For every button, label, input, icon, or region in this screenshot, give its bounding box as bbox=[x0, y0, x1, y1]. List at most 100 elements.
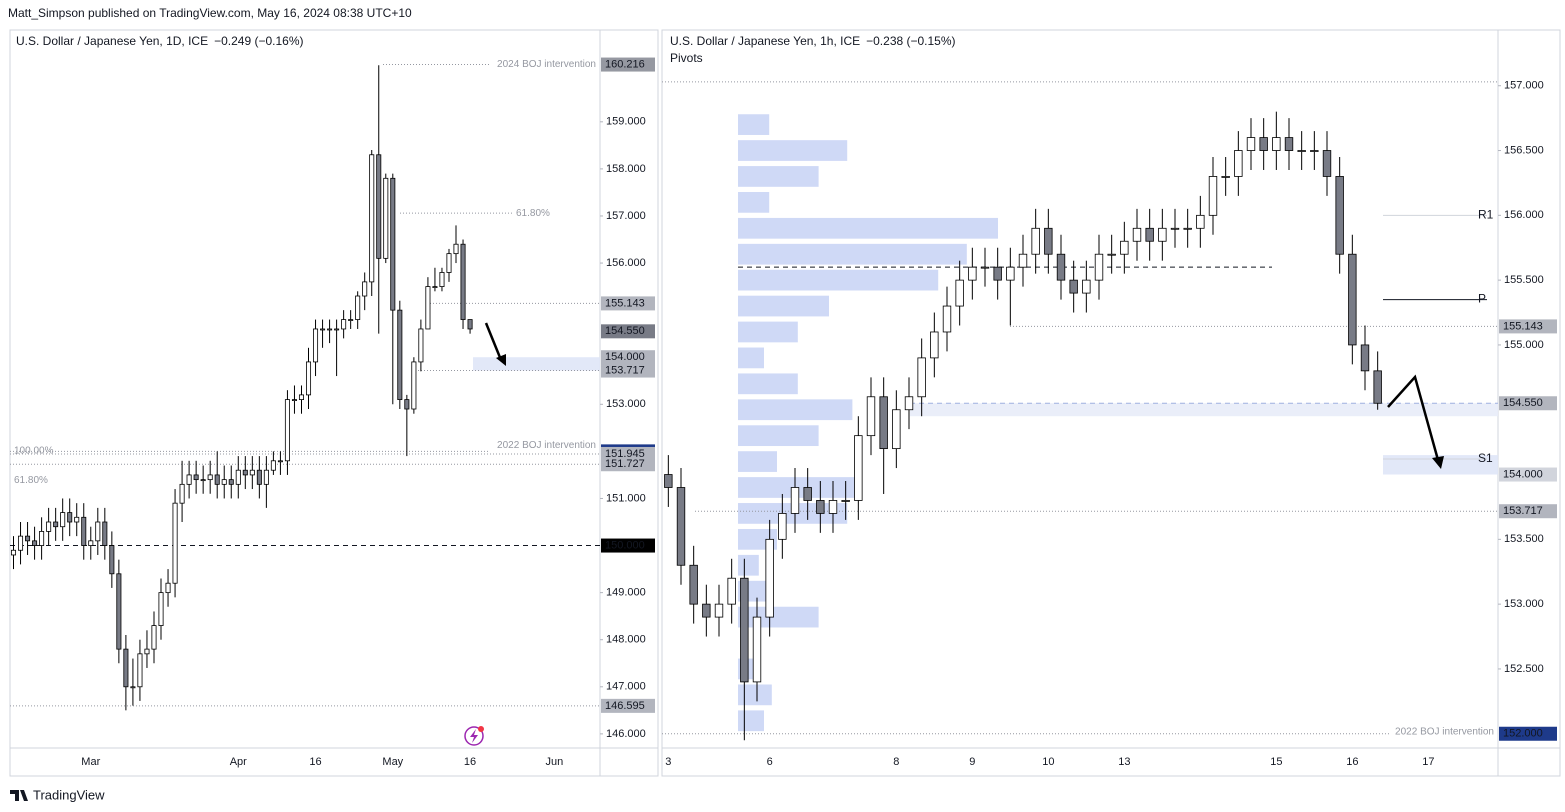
price-label-box bbox=[1499, 504, 1557, 519]
candle-body bbox=[291, 399, 297, 401]
volume-profile-bar bbox=[738, 606, 819, 628]
y-tick-label: 157.000 bbox=[606, 210, 646, 222]
chart-title: U.S. Dollar / Japanese Yen, 1h, ICE bbox=[670, 34, 860, 48]
volume-profile-bar bbox=[738, 114, 770, 135]
x-tick-label: 16 bbox=[1346, 756, 1358, 768]
candle-body bbox=[313, 328, 319, 363]
candle-body bbox=[46, 521, 52, 532]
candle-body bbox=[752, 616, 762, 683]
candle-body bbox=[446, 253, 452, 273]
candle-body bbox=[740, 577, 749, 683]
candle-body bbox=[270, 460, 276, 471]
candle-body bbox=[1031, 227, 1040, 255]
candle-body bbox=[1132, 227, 1142, 242]
candle-body bbox=[348, 319, 354, 321]
pivot-label: R1 bbox=[1478, 208, 1494, 222]
candle-body bbox=[1246, 137, 1256, 151]
candle-body bbox=[689, 564, 698, 605]
x-tick-label: May bbox=[382, 756, 403, 768]
candle-body bbox=[334, 328, 340, 331]
indicator-name: Pivots bbox=[670, 51, 703, 65]
candle-body bbox=[1120, 240, 1129, 255]
candle-body bbox=[1056, 253, 1066, 281]
candle-body bbox=[1158, 227, 1167, 242]
x-tick-label: 16 bbox=[464, 756, 476, 768]
level-annotation: 61.80% bbox=[516, 208, 550, 219]
price-label: 146.595 bbox=[605, 700, 645, 712]
left-panel-frame bbox=[9, 29, 659, 777]
price-label-box bbox=[601, 350, 655, 365]
candle-body bbox=[1221, 176, 1230, 178]
y-tick-label: 149.000 bbox=[606, 587, 646, 599]
candle-body bbox=[1183, 227, 1192, 230]
y-tick-label: 155.000 bbox=[1504, 339, 1544, 351]
candle-body bbox=[95, 521, 101, 542]
candle-body bbox=[193, 474, 199, 481]
candle-body bbox=[765, 538, 774, 618]
volume-profile-bar bbox=[738, 347, 764, 369]
candle-body bbox=[88, 540, 94, 546]
candle-body bbox=[879, 396, 888, 450]
price-label-box bbox=[601, 57, 655, 72]
y-tick-label: 156.000 bbox=[606, 257, 646, 269]
price-label: 150.000 bbox=[605, 539, 645, 551]
y-tick-label: 156.500 bbox=[1504, 144, 1544, 156]
volume-profile-bar bbox=[738, 710, 764, 732]
price-label: 151.727 bbox=[605, 458, 645, 470]
candle-body bbox=[109, 545, 115, 575]
candle-body bbox=[828, 500, 838, 514]
volume-profile-bar bbox=[738, 425, 819, 447]
y-tick-label: 156.000 bbox=[1504, 209, 1544, 221]
candle-body bbox=[397, 309, 403, 400]
candle-body bbox=[714, 603, 724, 618]
price-change: −0.249 (−0.16%) bbox=[214, 34, 303, 48]
level-annotation: 2022 BOJ intervention bbox=[1395, 726, 1494, 737]
candle-body bbox=[404, 399, 410, 410]
candle-body bbox=[727, 577, 736, 605]
candle-body bbox=[228, 479, 234, 485]
alert-icon[interactable] bbox=[464, 726, 484, 746]
x-tick-label: 15 bbox=[1270, 756, 1282, 768]
chart: U.S. Dollar / Japanese Yen, 1h, ICE −0.23… bbox=[662, 34, 1557, 768]
price-label: 154.550 bbox=[1503, 397, 1543, 409]
volume-profile-bar bbox=[738, 269, 939, 291]
x-tick-label: 9 bbox=[969, 756, 975, 768]
candle-body bbox=[930, 331, 939, 359]
candle-body bbox=[1234, 150, 1243, 177]
candle-body bbox=[803, 487, 812, 501]
candle-body bbox=[1208, 176, 1218, 216]
candle-body bbox=[1082, 279, 1091, 294]
candle-body bbox=[955, 279, 964, 307]
candle-body bbox=[165, 582, 171, 594]
candle-body bbox=[1259, 137, 1268, 151]
price-label-box bbox=[601, 698, 655, 713]
candle-body bbox=[235, 469, 241, 485]
zone bbox=[910, 403, 1498, 417]
footer-brand: TradingView bbox=[33, 787, 105, 802]
candle-body bbox=[130, 686, 136, 689]
candle-body bbox=[1196, 214, 1205, 229]
volume-profile-bar bbox=[738, 295, 829, 317]
candle-body bbox=[866, 396, 876, 437]
volume-profile-bar bbox=[738, 399, 853, 421]
price-label-box bbox=[1499, 319, 1557, 334]
pivot-label: P bbox=[1478, 292, 1486, 306]
candle-body bbox=[1373, 370, 1382, 404]
candle-body bbox=[1310, 150, 1319, 152]
candle-body bbox=[854, 435, 863, 501]
candle-body bbox=[1094, 253, 1104, 281]
price-label: 155.143 bbox=[605, 297, 645, 309]
arrows bbox=[484, 322, 1444, 469]
volume-profile-bar bbox=[738, 166, 819, 187]
candle-body bbox=[1348, 253, 1357, 346]
chart: U.S. Dollar / Japanese Yen, 1D, ICE −0.24… bbox=[10, 34, 655, 768]
x-tick-label: 13 bbox=[1118, 756, 1130, 768]
candle-body bbox=[892, 409, 901, 450]
candle-body bbox=[1107, 253, 1116, 256]
candle-body bbox=[151, 625, 157, 650]
volume-profile-bar bbox=[738, 243, 967, 265]
candle-body bbox=[904, 396, 914, 411]
footer-logo bbox=[10, 790, 28, 801]
candle-body bbox=[1284, 137, 1294, 151]
